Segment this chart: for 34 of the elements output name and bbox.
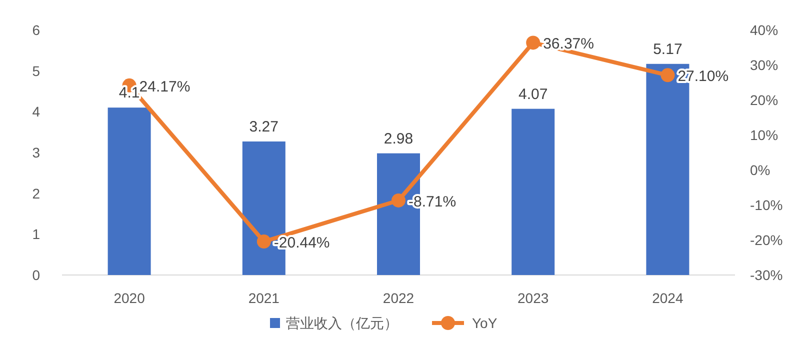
y2-tick-label: 20% [750, 92, 778, 108]
data-label: 3.27 [249, 118, 278, 136]
y2-tick-label: 0% [750, 162, 770, 178]
y-tick-label: 0 [32, 267, 40, 283]
data-label: 5.17 [653, 40, 682, 58]
y-tick-label: 2 [32, 185, 40, 202]
y2-tick-label: 10% [750, 127, 778, 143]
y2-tick-label: -20% [750, 232, 783, 248]
point [660, 68, 675, 82]
y-tick-label: 5 [32, 62, 40, 79]
data-label: 36.37% [543, 36, 594, 53]
bar [108, 108, 151, 275]
point [256, 234, 271, 249]
y2-tick-label: -30% [750, 267, 783, 283]
y-tick-label: 4 [32, 104, 40, 120]
y2-tick-label: 40% [750, 22, 778, 38]
y-tick-label: 1 [32, 226, 40, 242]
x-tick-label: 2024 [652, 290, 684, 306]
data-label: 24.17% [139, 78, 190, 96]
legend-label: 营业收入（亿元） [286, 315, 398, 331]
x-tick-label: 2023 [518, 290, 549, 306]
point [392, 193, 406, 208]
legend-label: YoY [472, 315, 498, 331]
y2-tick-label: 30% [750, 57, 778, 73]
data-label: 4.07 [518, 86, 548, 103]
bar [512, 108, 555, 275]
y-tick-label: 6 [32, 22, 40, 38]
y-tick-label: 3 [32, 144, 40, 160]
x-tick-label: 2021 [248, 290, 280, 306]
data-label: 2.98 [384, 130, 414, 148]
x-tick-label: 2022 [382, 290, 414, 306]
y2-tick-label: -10% [750, 197, 783, 213]
point [526, 36, 540, 50]
x-tick-label: 2020 [114, 290, 146, 306]
